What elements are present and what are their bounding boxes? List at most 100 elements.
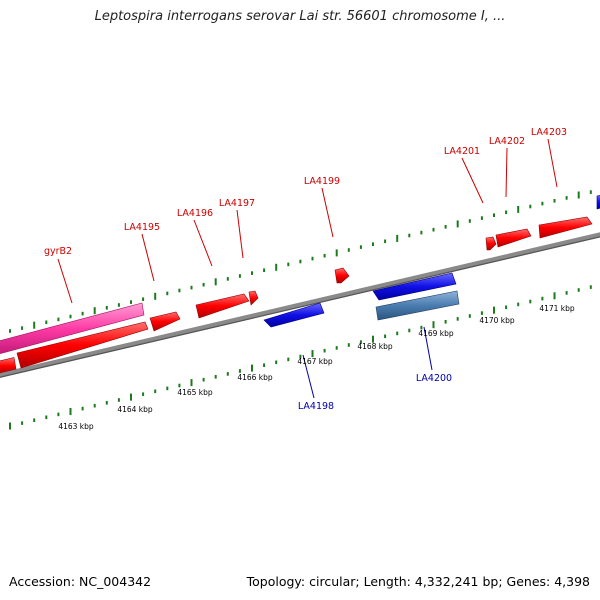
leader-LA4195 [141, 233, 155, 282]
leader-LA4196 [193, 219, 213, 267]
leader-LA4201 [461, 157, 484, 204]
gene-gyrB2[interactable] [0, 302, 145, 355]
major-tick [69, 408, 72, 415]
minor-tick [480, 311, 483, 315]
gene-LA4203[interactable] [538, 216, 593, 239]
minor-tick [105, 401, 108, 405]
minor-tick [384, 239, 387, 244]
gene-label-LA4199[interactable]: LA4199 [304, 176, 340, 187]
gene-LA4201[interactable] [485, 236, 497, 251]
gene-arrow-forward[interactable] [149, 311, 181, 332]
gene-label-gyrB2[interactable]: gyrB2 [44, 246, 72, 257]
gene-label-LA4203[interactable]: LA4203 [531, 127, 567, 138]
minor-tick [287, 357, 290, 362]
minor-tick [347, 248, 350, 252]
major-tick [553, 292, 556, 300]
minor-tick [154, 389, 157, 394]
gene-label-LA4202[interactable]: LA4202 [489, 136, 525, 147]
minor-tick [359, 245, 362, 249]
minor-tick [105, 306, 108, 310]
major-tick [372, 335, 374, 343]
minor-tick [45, 320, 48, 325]
minor-tick [214, 375, 217, 379]
minor-tick [21, 326, 24, 330]
minor-tick [33, 418, 36, 422]
gene-arrow-forward[interactable] [0, 357, 17, 375]
minor-tick [81, 311, 84, 316]
gene-label-LA4196[interactable]: LA4196 [177, 208, 213, 219]
gene-arrow-forward[interactable] [248, 290, 259, 306]
major-tick [396, 234, 399, 242]
minor-tick [263, 268, 266, 272]
gene-label-LA4201[interactable]: LA4201 [444, 146, 480, 157]
minor-tick [408, 233, 411, 238]
major-tick [493, 306, 495, 314]
minor-tick [372, 242, 374, 246]
gene-arrow-forward[interactable] [195, 293, 250, 319]
ruler-label: 4165 kbp [177, 388, 213, 397]
gene-LA4199[interactable] [334, 267, 350, 284]
minor-tick [541, 201, 544, 206]
genome-backbone-shadow [0, 236, 600, 378]
minor-tick [166, 291, 169, 296]
minor-tick [190, 285, 193, 290]
genome-summary-text: Topology: circular; Length: 4,332,241 bp… [246, 574, 590, 589]
minor-tick [456, 317, 459, 321]
gene-arrow-forward[interactable] [16, 321, 149, 369]
gene-label-LA4198[interactable]: LA4198 [298, 401, 334, 412]
minor-tick [577, 288, 580, 292]
major-tick [154, 292, 157, 300]
minor-tick [553, 199, 556, 203]
leader-LA4200 [423, 326, 433, 371]
minor-tick [178, 383, 181, 388]
minor-tick [299, 354, 302, 359]
gene-label-LA4197[interactable]: LA4197 [219, 198, 255, 209]
ruler-label: 4167 kbp [297, 357, 333, 366]
ruler-label: 4166 kbp [237, 373, 273, 382]
gene-LA4198[interactable] [263, 302, 325, 328]
major-tick [311, 350, 314, 358]
minor-tick [589, 190, 592, 194]
minor-tick [21, 421, 24, 425]
minor-tick [480, 216, 483, 220]
minor-tick [589, 285, 592, 289]
gene-label-LA4200[interactable]: LA4200 [416, 373, 452, 384]
ruler-labels: 4163 kbp 4164 kbp 4165 kbp 4166 kbp 4167… [58, 304, 575, 431]
minor-tick [202, 282, 205, 287]
gene-label-LA4195[interactable]: LA4195 [124, 222, 160, 233]
minor-tick [468, 219, 471, 223]
minor-tick [9, 329, 11, 333]
minor-tick [117, 398, 120, 402]
major-tick [335, 249, 338, 257]
minor-tick [505, 305, 508, 310]
major-tick [214, 278, 217, 286]
gene-LA4200[interactable] [375, 290, 460, 321]
major-tick [517, 205, 520, 213]
minor-tick [117, 303, 120, 307]
genome-title: Leptospira interrogans serovar Lai str. … [94, 9, 506, 24]
minor-tick [541, 296, 544, 301]
minor-tick [45, 415, 48, 420]
minor-tick [93, 403, 96, 408]
gene-LA4202[interactable] [495, 228, 532, 248]
major-tick [275, 263, 278, 271]
minor-tick [444, 320, 447, 324]
forward-tick-row [9, 190, 592, 333]
major-tick [33, 321, 36, 329]
reverse-tick-row [9, 285, 592, 430]
minor-tick [444, 225, 447, 229]
gene-arrow-reverse[interactable] [372, 272, 457, 301]
minor-tick [178, 288, 181, 293]
minor-tick [323, 348, 326, 353]
minor-tick [335, 346, 338, 350]
minor-tick [69, 314, 72, 319]
genome-backbone [0, 232, 600, 378]
minor-tick [226, 372, 229, 376]
minor-tick [226, 277, 229, 281]
major-tick [456, 220, 459, 228]
major-tick [130, 393, 132, 401]
gene-labels: gyrB2 LA4195 LA4196 LA4197 LA4199 LA4201… [44, 127, 567, 412]
minor-tick [565, 196, 568, 200]
ruler-label: 4163 kbp [58, 422, 94, 431]
